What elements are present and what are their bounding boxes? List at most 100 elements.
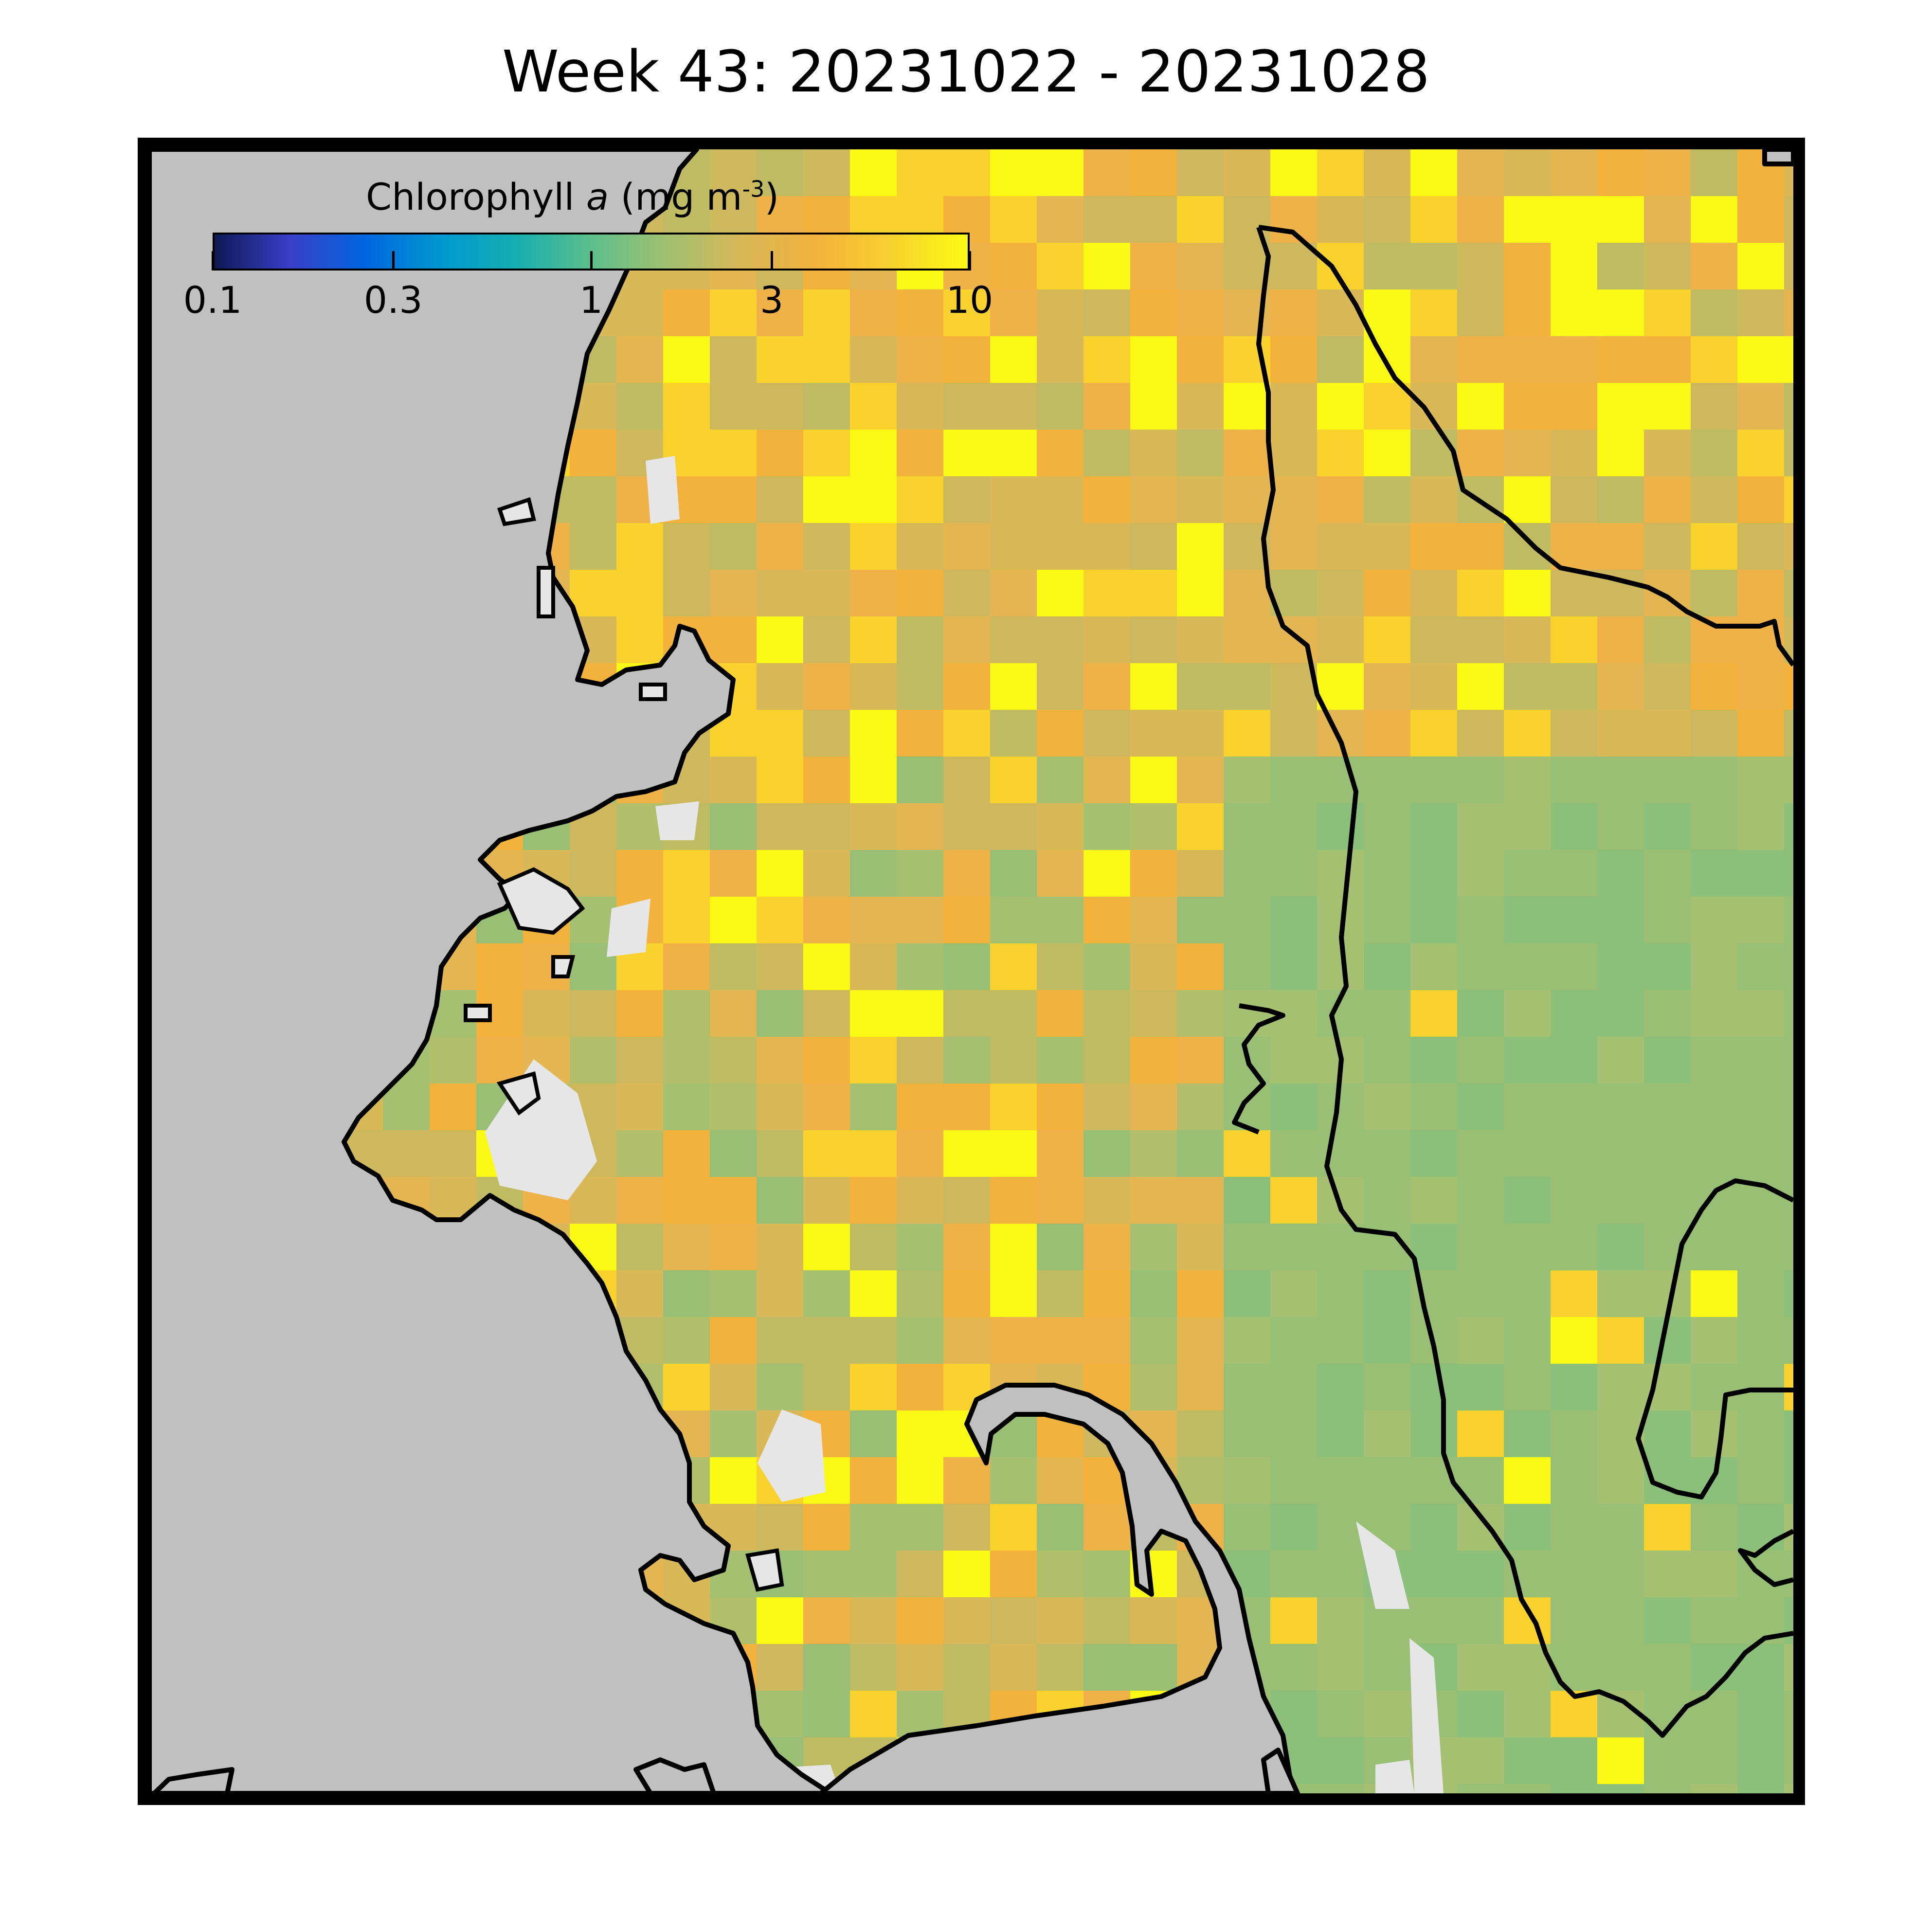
chlorophyll-cell <box>1457 663 1504 710</box>
chlorophyll-cell <box>1410 289 1458 337</box>
chlorophyll-cell <box>757 336 804 383</box>
chlorophyll-cell <box>1317 570 1364 617</box>
chlorophyll-cell <box>1784 523 1793 570</box>
chlorophyll-cell <box>943 990 991 1037</box>
chlorophyll-cell <box>1551 1177 1598 1224</box>
chlorophyll-cell <box>990 1130 1037 1177</box>
chlorophyll-cell <box>1317 1784 1364 1793</box>
chlorophyll-cell <box>1504 1177 1551 1224</box>
chlorophyll-cell <box>1083 243 1131 290</box>
colorbar-tick-label: 0.1 <box>183 278 242 322</box>
chlorophyll-cell <box>1083 710 1131 757</box>
chlorophyll-cell <box>1597 523 1644 570</box>
chlorophyll-cell <box>803 430 850 477</box>
chlorophyll-cell <box>850 897 897 944</box>
chlorophyll-cell <box>1597 1317 1644 1364</box>
chlorophyll-cell <box>710 897 757 944</box>
land-masses <box>149 149 1793 1793</box>
chlorophyll-cell <box>897 1270 944 1318</box>
chlorophyll-cell <box>1410 943 1458 991</box>
chlorophyll-cell <box>1457 990 1504 1037</box>
chlorophyll-cell <box>1691 149 1738 197</box>
chlorophyll-cell <box>1597 616 1644 664</box>
chlorophyll-cell <box>803 336 850 383</box>
chlorophyll-cell <box>1037 196 1084 243</box>
chlorophyll-cell <box>1644 1551 1691 1598</box>
chlorophyll-cell <box>663 850 710 897</box>
chlorophyll-cell <box>1551 1784 1598 1793</box>
chlorophyll-cell <box>1457 1224 1504 1271</box>
chlorophyll-cell <box>1784 990 1793 1037</box>
chlorophyll-cell <box>1784 1504 1793 1551</box>
chlorophyll-cell <box>1551 289 1598 337</box>
chlorophyll-cell <box>1691 1691 1738 1738</box>
chlorophyll-cell <box>1177 850 1224 897</box>
chlorophyll-cell <box>850 1083 897 1131</box>
chlorophyll-cell <box>1551 1037 1598 1084</box>
chlorophyll-cell <box>757 803 804 850</box>
chlorophyll-cell <box>1597 1504 1644 1551</box>
chlorophyll-cell <box>1224 1457 1271 1504</box>
chlorophyll-cell <box>803 1224 850 1271</box>
chlorophyll-cell <box>850 1597 897 1644</box>
chlorophyll-cell <box>1784 243 1793 290</box>
chlorophyll-cell <box>1364 196 1411 243</box>
chlorophyll-cell <box>1504 196 1551 243</box>
chlorophyll-cell <box>1364 1130 1411 1177</box>
map-frame[interactable] <box>138 138 1805 1805</box>
chlorophyll-cell <box>1270 850 1318 897</box>
chlorophyll-cell <box>1270 430 1318 477</box>
chlorophyll-cell <box>850 570 897 617</box>
chlorophyll-cell <box>710 1177 757 1224</box>
chlorophyll-cell <box>1224 1083 1271 1131</box>
chlorophyll-cell <box>1083 990 1131 1037</box>
chlorophyll-cell <box>616 570 664 617</box>
chlorophyll-cell <box>1083 616 1131 664</box>
chlorophyll-cell <box>1644 1784 1691 1793</box>
chlorophyll-cell <box>1691 1224 1738 1271</box>
chlorophyll-cell <box>1083 1083 1131 1131</box>
chlorophyll-cell <box>1597 1597 1644 1644</box>
chlorophyll-cell <box>1317 196 1364 243</box>
chlorophyll-cell <box>943 850 991 897</box>
chlorophyll-cell <box>1130 1130 1177 1177</box>
chlorophyll-cell <box>1504 570 1551 617</box>
chlorophyll-cell <box>990 383 1037 430</box>
chlorophyll-cell <box>803 1597 850 1644</box>
chlorophyll-cell <box>1317 523 1364 570</box>
chlorophyll-cell <box>1364 570 1411 617</box>
chlorophyll-cell <box>1504 1410 1551 1458</box>
chlorophyll-cell <box>1130 710 1177 757</box>
chlorophyll-cell <box>1130 149 1177 197</box>
chlorophyll-cell <box>1317 710 1364 757</box>
chlorophyll-cell <box>1410 243 1458 290</box>
chlorophyll-cell <box>1270 897 1318 944</box>
chlorophyll-cell <box>1037 803 1084 850</box>
chlorophyll-cell <box>1784 1644 1793 1691</box>
chlorophyll-cell <box>1270 757 1318 804</box>
chlorophyll-cell <box>1083 476 1131 524</box>
chlorophyll-cell <box>1410 850 1458 897</box>
chlorophyll-cell <box>1784 663 1793 710</box>
chlorophyll-cell <box>803 990 850 1037</box>
chlorophyll-cell <box>1504 383 1551 430</box>
chlorophyll-cell <box>1270 1410 1318 1458</box>
chlorophyll-cell <box>1784 1130 1793 1177</box>
chlorophyll-cell <box>1737 1457 1785 1504</box>
chlorophyll-cell <box>1737 1691 1785 1738</box>
chlorophyll-cell <box>1551 897 1598 944</box>
chlorophyll-cell <box>1737 803 1785 850</box>
chlorophyll-cell <box>1644 1177 1691 1224</box>
chlorophyll-cell <box>1457 336 1504 383</box>
chlorophyll-cell <box>570 430 617 477</box>
chlorophyll-cell <box>1270 803 1318 850</box>
chlorophyll-cell <box>616 1083 664 1131</box>
chlorophyll-cell <box>803 1083 850 1131</box>
chlorophyll-map[interactable] <box>149 149 1793 1793</box>
chlorophyll-cell <box>663 1083 710 1131</box>
chlorophyll-cell <box>1037 757 1084 804</box>
colorbar-tick <box>212 251 214 271</box>
chlorophyll-cell <box>897 336 944 383</box>
chlorophyll-cell <box>990 243 1037 290</box>
chlorophyll-cell <box>1410 1224 1458 1271</box>
